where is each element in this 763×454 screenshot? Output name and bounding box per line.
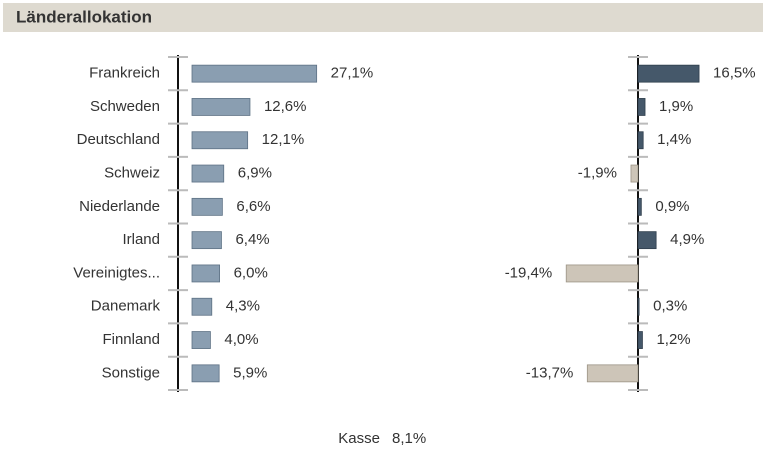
bar <box>191 364 220 383</box>
category-label: Sonstige <box>102 364 160 381</box>
value-label: 1,9% <box>659 98 693 115</box>
category-label: Finnland <box>102 331 160 348</box>
value-label: 1,4% <box>657 131 691 148</box>
category-label: Frankreich <box>89 65 160 82</box>
category-label: Schweiz <box>104 165 160 182</box>
bar <box>191 197 223 216</box>
value-label: 12,6% <box>264 98 307 115</box>
value-label: 5,9% <box>233 364 267 381</box>
chart-title: Länderallokation <box>16 7 152 26</box>
bar <box>191 297 213 316</box>
value-label: -19,4% <box>505 264 553 281</box>
bar <box>191 164 225 183</box>
value-label: 12,1% <box>262 131 305 148</box>
value-label: 6,9% <box>238 165 272 182</box>
bar <box>191 231 222 250</box>
value-label: 6,6% <box>236 198 270 215</box>
value-label: 27,1% <box>331 65 374 82</box>
bar <box>637 297 640 316</box>
bar <box>637 98 646 116</box>
bar <box>637 331 643 349</box>
bar <box>191 331 211 349</box>
title-bar <box>3 3 763 32</box>
bar <box>637 197 642 216</box>
value-label: 1,2% <box>656 331 690 348</box>
value-label: 4,3% <box>226 298 260 315</box>
bar <box>191 131 249 150</box>
value-label: 4,9% <box>670 231 704 248</box>
bar <box>637 64 700 83</box>
bar <box>191 264 221 283</box>
bar <box>637 131 644 150</box>
category-label: Deutschland <box>77 131 160 148</box>
category-label: Niederlande <box>79 198 160 215</box>
bar <box>586 364 639 383</box>
value-label: 0,3% <box>653 298 687 315</box>
bar <box>637 231 657 250</box>
value-label: 6,4% <box>235 231 269 248</box>
category-label: Vereinigtes... <box>73 264 160 281</box>
bar <box>630 164 639 183</box>
value-label: 16,5% <box>713 65 756 82</box>
value-label: 0,9% <box>655 198 689 215</box>
bar <box>191 64 318 83</box>
value-label: -13,7% <box>526 364 574 381</box>
bar <box>565 264 639 283</box>
bar <box>191 98 251 116</box>
value-label: 6,0% <box>234 264 268 281</box>
footer-value: 8,1% <box>392 430 426 447</box>
category-label: Irland <box>122 231 160 248</box>
value-label: -1,9% <box>578 165 617 182</box>
category-label: Schweden <box>90 98 160 115</box>
value-label: 4,0% <box>224 331 258 348</box>
footer-label: Kasse <box>338 430 380 447</box>
category-label: Danemark <box>91 298 161 315</box>
